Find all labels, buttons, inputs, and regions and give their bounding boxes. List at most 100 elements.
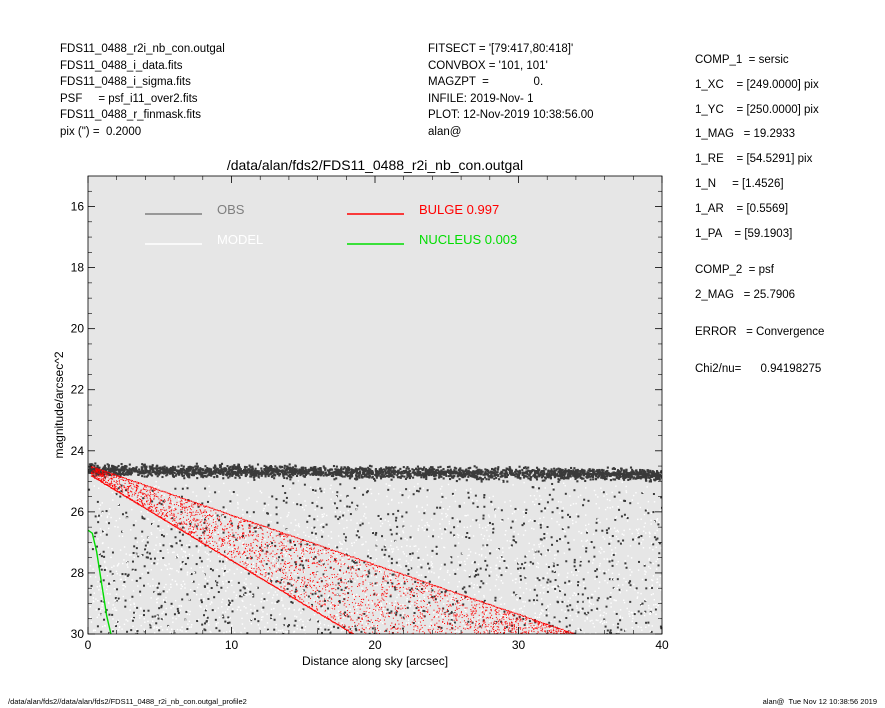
model-point: [416, 571, 418, 574]
model-point: [556, 586, 558, 588]
obs-point: [644, 470, 647, 473]
model-point: [304, 500, 306, 502]
obs-point: [251, 612, 254, 615]
model-point: [349, 556, 351, 558]
model-point: [536, 600, 538, 603]
obs-point: [420, 473, 423, 476]
obs-point: [518, 469, 521, 472]
obs-point: [629, 584, 632, 587]
obs-point: [282, 624, 285, 627]
obs-point: [483, 599, 486, 602]
obs-point: [358, 476, 361, 479]
obs-point: [403, 475, 406, 478]
obs-point: [240, 472, 243, 475]
obs-point: [325, 523, 328, 526]
model-point: [495, 568, 497, 570]
obs-point: [163, 465, 166, 468]
obs-point: [428, 567, 431, 570]
obs-point: [202, 531, 205, 534]
model-point: [112, 499, 114, 501]
obs-point: [639, 469, 642, 472]
model-point: [393, 584, 396, 586]
obs-point: [294, 590, 297, 593]
model-point: [611, 549, 613, 551]
obs-point: [565, 560, 568, 563]
obs-point: [595, 470, 598, 473]
obs-point: [551, 482, 554, 485]
obs-point: [502, 480, 505, 483]
obs-point: [237, 463, 240, 466]
obs-point: [288, 463, 291, 466]
model-point: [271, 602, 273, 604]
model-point: [139, 594, 142, 596]
obs-point: [337, 587, 340, 590]
obs-point: [498, 548, 501, 551]
obs-point: [285, 473, 288, 476]
model-point: [211, 514, 213, 516]
model-point: [323, 513, 325, 515]
model-point: [140, 511, 142, 513]
obs-point: [124, 573, 127, 576]
model-point: [589, 543, 591, 545]
obs-point: [175, 556, 178, 559]
model-point: [442, 615, 444, 617]
obs-point: [145, 469, 149, 472]
obs-point: [125, 473, 128, 476]
obs-point: [552, 565, 555, 568]
obs-point: [377, 470, 380, 473]
model-point: [522, 592, 525, 594]
model-point: [546, 532, 548, 535]
model-point: [656, 518, 659, 520]
obs-point: [412, 622, 415, 625]
model-point: [617, 506, 619, 508]
model-point: [102, 511, 104, 514]
obs-point: [520, 632, 523, 634]
obs-point: [609, 629, 612, 632]
obs-point: [89, 471, 92, 475]
model-point: [250, 635, 251, 636]
obs-point: [218, 519, 221, 522]
obs-point: [350, 473, 353, 476]
model-point: [340, 630, 343, 632]
obs-point: [412, 594, 415, 597]
obs-point: [453, 466, 456, 469]
obs-point: [492, 531, 495, 534]
obs-point: [108, 522, 111, 525]
model-point: [323, 550, 326, 552]
obs-point: [128, 467, 131, 470]
obs-point: [641, 476, 645, 479]
model-point: [304, 633, 307, 634]
model-point: [301, 609, 304, 611]
model-point: [140, 608, 142, 610]
obs-point: [537, 473, 540, 477]
obs-point: [100, 568, 103, 571]
obs-point: [395, 561, 398, 564]
obs-point: [107, 468, 111, 471]
obs-point: [384, 475, 387, 478]
obs-point: [266, 544, 269, 547]
model-point: [316, 515, 319, 517]
obs-point: [290, 476, 293, 479]
model-point: [334, 545, 337, 547]
obs-point: [429, 470, 432, 473]
obs-point: [324, 628, 327, 631]
obs-point: [600, 476, 603, 479]
obs-point: [177, 473, 181, 476]
obs-point: [124, 599, 127, 602]
model-point: [454, 590, 456, 592]
obs-point: [386, 608, 389, 611]
obs-point: [433, 595, 436, 598]
model-point: [313, 589, 315, 591]
model-point: [513, 608, 516, 611]
obs-point: [324, 599, 327, 602]
model-point: [507, 517, 509, 520]
obs-point: [490, 500, 493, 503]
obs-point: [200, 599, 203, 602]
obs-point: [579, 560, 582, 563]
obs-point: [227, 622, 230, 625]
obs-point: [133, 545, 136, 548]
model-point: [603, 538, 606, 540]
obs-point: [592, 478, 595, 481]
obs-point: [418, 467, 421, 470]
obs-point: [321, 471, 324, 475]
